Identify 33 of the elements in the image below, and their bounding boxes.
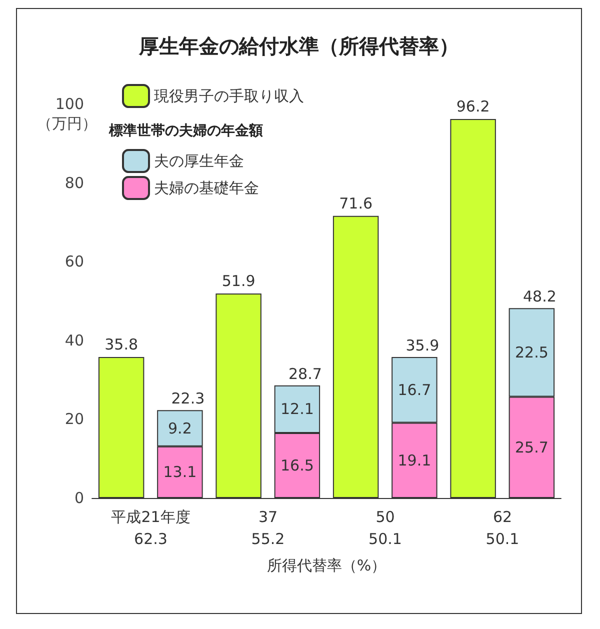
x-tick-label: 50 50.1 — [368, 508, 402, 548]
chart-title: 厚生年金の給付水準（所得代替率） — [138, 34, 459, 58]
x-axis-title: 所得代替率（%） — [266, 556, 386, 574]
data-label: 16.7 — [398, 380, 432, 399]
total-label: 48.2 — [522, 288, 556, 306]
y-tick-label: 20 — [64, 410, 84, 428]
y-tick-label: 60 — [64, 252, 84, 271]
legend-title: 標準世帯の夫婦の年金額 — [108, 122, 263, 139]
x-tick-label: 平成21年度 62.3 — [111, 508, 190, 548]
x-tick-label: 37 55.2 — [251, 508, 285, 548]
data-label: 35.8 — [104, 335, 138, 354]
data-label: 13.1 — [163, 463, 197, 482]
y-axis-title: （万円） — [37, 114, 97, 132]
legend-label: 現役男子の手取り収入 — [154, 87, 304, 105]
legend-label: 夫婦の基礎年金 — [154, 179, 259, 197]
data-label: 19.1 — [398, 451, 432, 470]
y-tick-label: 80 — [64, 174, 84, 192]
data-label: 22.5 — [514, 343, 548, 362]
data-label: 25.7 — [514, 438, 548, 456]
y-tick-label: 40 — [64, 331, 84, 350]
y-tick-label: 100 — [55, 95, 84, 113]
data-label: 96.2 — [456, 97, 490, 116]
data-label: 9.2 — [168, 419, 192, 438]
data-label: 12.1 — [280, 400, 314, 418]
data-label: 71.6 — [339, 194, 373, 212]
data-label: 16.5 — [280, 456, 314, 474]
total-label: 22.3 — [171, 390, 205, 408]
legend-label: 夫の厚生年金 — [154, 152, 244, 170]
total-label: 28.7 — [288, 364, 322, 383]
x-tick-label: 62 50.1 — [486, 508, 520, 548]
total-label: 35.9 — [406, 336, 440, 354]
y-tick-label: 0 — [74, 489, 84, 507]
data-label: 51.9 — [222, 272, 256, 290]
